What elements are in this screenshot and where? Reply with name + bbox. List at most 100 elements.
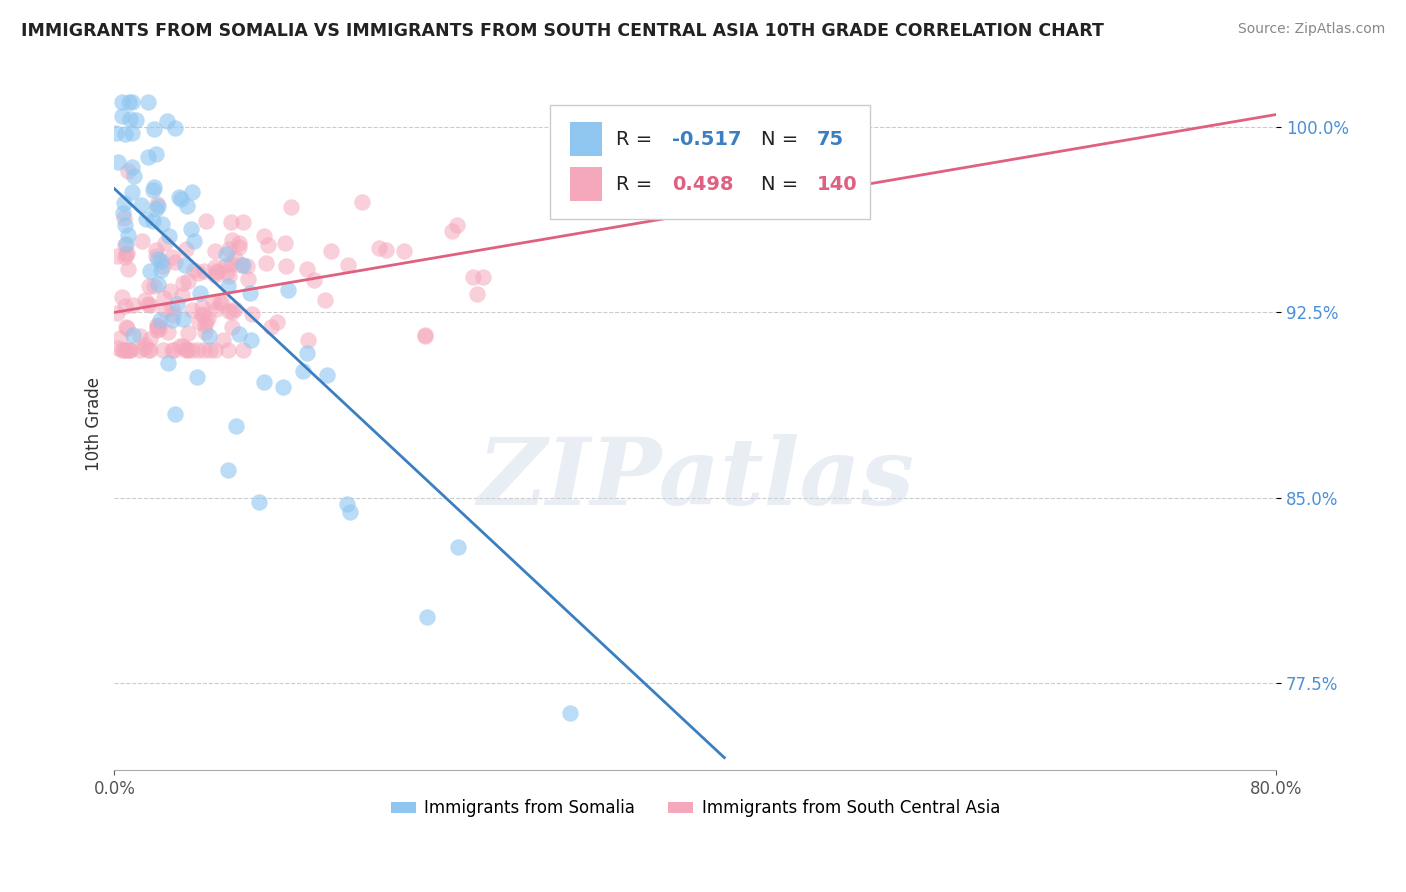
Point	[472, 270, 495, 285]
Point	[125, 113, 148, 128]
Point	[160, 250, 183, 264]
Point	[254, 256, 277, 270]
Point	[413, 328, 436, 343]
Point	[228, 240, 250, 254]
Point	[228, 235, 250, 250]
Point	[146, 199, 169, 213]
Point	[105, 306, 128, 320]
Point	[142, 121, 165, 136]
Point	[204, 260, 226, 274]
Point	[136, 343, 159, 357]
Point	[138, 298, 160, 312]
Point	[160, 301, 183, 315]
Point	[135, 212, 157, 227]
Point	[167, 190, 190, 204]
Point	[138, 279, 160, 293]
Text: 0.498: 0.498	[672, 175, 734, 194]
Point	[221, 320, 243, 334]
Text: -0.517: -0.517	[672, 129, 741, 149]
Point	[163, 407, 186, 421]
Point	[146, 197, 169, 211]
Point	[117, 228, 139, 243]
Point	[114, 343, 136, 357]
Point	[173, 258, 195, 272]
Point	[172, 339, 194, 353]
Point	[187, 266, 209, 280]
Point	[131, 234, 153, 248]
Point	[180, 186, 202, 200]
Point	[221, 305, 243, 319]
Point	[218, 242, 240, 256]
Point	[191, 308, 214, 322]
Point	[169, 339, 191, 353]
Point	[172, 312, 194, 326]
Point	[145, 202, 167, 216]
Point	[146, 277, 169, 292]
Point	[191, 307, 214, 321]
Point	[204, 343, 226, 357]
Point	[122, 169, 145, 183]
Point	[157, 325, 180, 339]
Y-axis label: 10th Grade: 10th Grade	[86, 376, 103, 471]
Text: N =: N =	[762, 175, 806, 194]
Point	[146, 252, 169, 266]
Point	[181, 343, 204, 357]
Point	[107, 154, 129, 169]
Point	[160, 343, 183, 357]
Point	[180, 222, 202, 236]
Point	[374, 244, 396, 258]
Point	[236, 259, 259, 273]
Point	[121, 186, 143, 200]
Point	[114, 319, 136, 334]
Point	[122, 298, 145, 312]
FancyBboxPatch shape	[569, 122, 602, 156]
Point	[339, 505, 361, 519]
Point	[117, 262, 139, 277]
Point	[219, 257, 242, 271]
Point	[112, 343, 135, 357]
Point	[211, 294, 233, 309]
Point	[114, 219, 136, 233]
Point	[188, 286, 211, 301]
Point	[174, 343, 197, 357]
Point	[112, 195, 135, 210]
Point	[145, 244, 167, 258]
Point	[156, 356, 179, 370]
Point	[180, 302, 202, 317]
Point	[122, 328, 145, 343]
Point	[142, 214, 165, 228]
Point	[115, 237, 138, 252]
Point	[177, 326, 200, 340]
Point	[118, 112, 141, 127]
Point	[177, 343, 200, 357]
Point	[148, 322, 170, 336]
Point	[136, 150, 159, 164]
Point	[558, 706, 581, 720]
Point	[139, 343, 162, 357]
Point	[188, 314, 211, 328]
Point	[132, 341, 155, 355]
Point	[239, 286, 262, 301]
Point	[105, 249, 128, 263]
Point	[193, 264, 215, 278]
Point	[176, 198, 198, 212]
Point	[232, 214, 254, 228]
Point	[110, 95, 132, 110]
Point	[297, 261, 319, 276]
Point	[277, 283, 299, 297]
Point	[170, 192, 193, 206]
Point	[174, 343, 197, 357]
Point	[247, 495, 270, 509]
Point	[194, 214, 217, 228]
Point	[231, 343, 253, 357]
Point	[253, 375, 276, 389]
Point	[219, 215, 242, 229]
Point	[205, 264, 228, 278]
Point	[114, 250, 136, 264]
Point	[336, 497, 359, 511]
Point	[446, 218, 468, 232]
Point	[152, 343, 174, 357]
Point	[274, 236, 297, 251]
Point	[217, 343, 239, 357]
Point	[314, 293, 336, 307]
